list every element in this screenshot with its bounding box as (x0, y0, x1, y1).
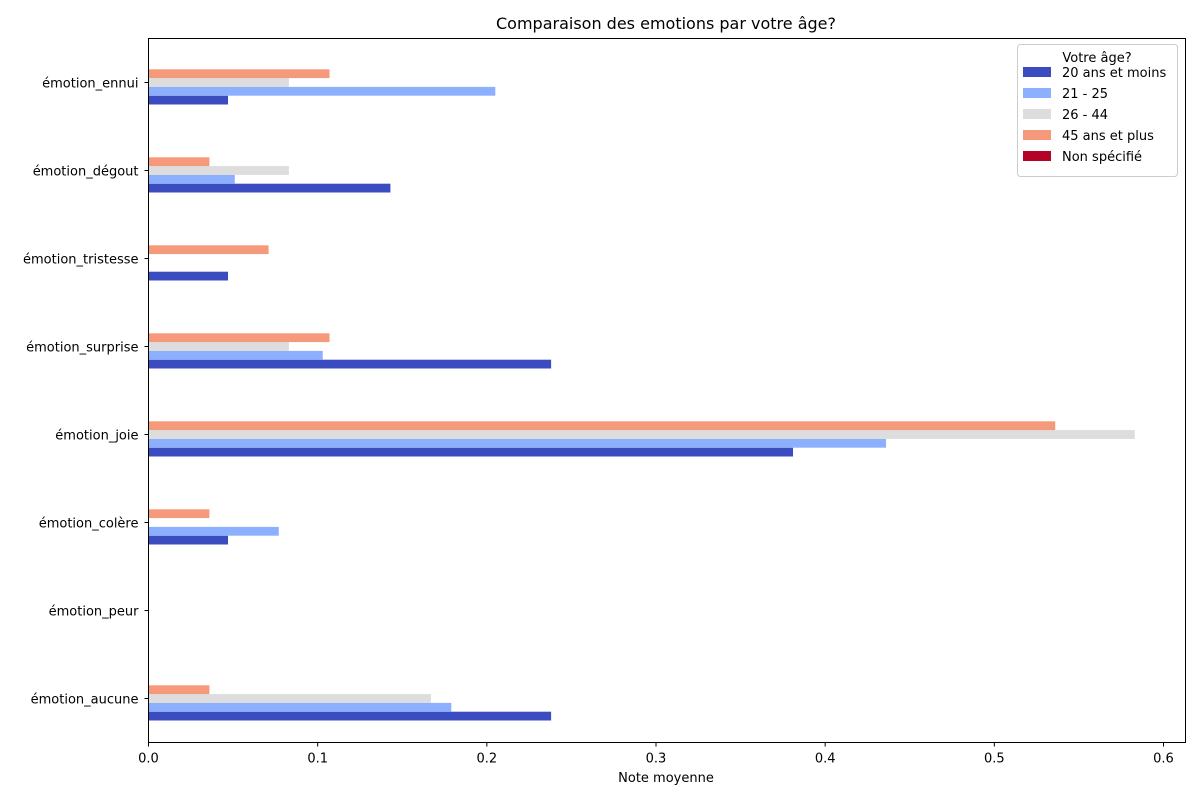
legend-box (1017, 44, 1178, 177)
legend-title: Votre âge? (1062, 51, 1131, 66)
y-tick-label: émotion_aucune (31, 693, 139, 708)
x-axis: 0.0 0.1 0.2 0.3 0.4 0.5 0.6 (138, 742, 1174, 767)
legend: Votre âge? 20 ans et moins 21 - 25 26 - 44… (1017, 44, 1178, 177)
legend-entry: 26 - 44 (1062, 108, 1108, 123)
bar (148, 438, 887, 448)
bar (148, 157, 210, 167)
bar (148, 509, 210, 519)
bar (148, 342, 289, 351)
x-tick-label: 0.2 (476, 752, 497, 767)
x-tick-label: 0.3 (646, 752, 667, 767)
y-tick-label: émotion_dégout (33, 165, 139, 180)
y-tick-label: émotion_colère (39, 517, 139, 532)
bar (148, 702, 452, 712)
legend-entry: 20 ans et moins (1062, 66, 1166, 81)
x-tick-label: 0.0 (138, 752, 159, 767)
bars-layer (148, 69, 1135, 721)
legend-swatch (1023, 130, 1051, 140)
legend-entry: 21 - 25 (1062, 87, 1108, 102)
y-tick-label: émotion_tristesse (23, 253, 138, 268)
legend-entry: 45 ans et plus (1062, 129, 1154, 144)
y-tick-label: émotion_peur (49, 605, 140, 620)
x-tick-label: 0.4 (815, 752, 836, 767)
bar (148, 174, 235, 184)
y-tick-label: émotion_ennui (42, 77, 138, 92)
bar (148, 711, 552, 721)
x-tick-label: 0.6 (1153, 752, 1174, 767)
legend-swatch (1023, 109, 1051, 119)
legend-swatch (1023, 88, 1051, 98)
x-tick-label: 0.1 (307, 752, 328, 767)
bar (148, 245, 269, 255)
bar (148, 69, 330, 79)
legend-swatch (1023, 151, 1051, 161)
bar (148, 694, 432, 703)
x-axis-label: Note moyenne (618, 771, 714, 786)
bar (148, 183, 391, 193)
x-tick-label: 0.5 (984, 752, 1005, 767)
bar (148, 685, 210, 695)
bar (148, 166, 289, 175)
bar (148, 95, 229, 105)
bar (148, 535, 229, 545)
bar (148, 86, 496, 96)
bar (148, 359, 552, 369)
bar (148, 421, 1056, 431)
y-axis: émotion_ennui émotion_dégout émotion_trist… (23, 77, 149, 708)
plot-frame (148, 38, 1186, 743)
bar (148, 333, 330, 343)
legend-swatch (1023, 67, 1051, 77)
bar (148, 78, 289, 87)
bar (148, 350, 323, 360)
bar (148, 526, 279, 536)
bar (148, 430, 1135, 439)
chart-title: Comparaison des emotions par votre âge? (496, 14, 836, 33)
bar (148, 271, 229, 281)
y-tick-label: émotion_surprise (26, 341, 138, 356)
y-tick-label: émotion_joie (55, 429, 138, 444)
legend-entry: Non spécifié (1062, 150, 1142, 165)
bar (148, 447, 794, 457)
